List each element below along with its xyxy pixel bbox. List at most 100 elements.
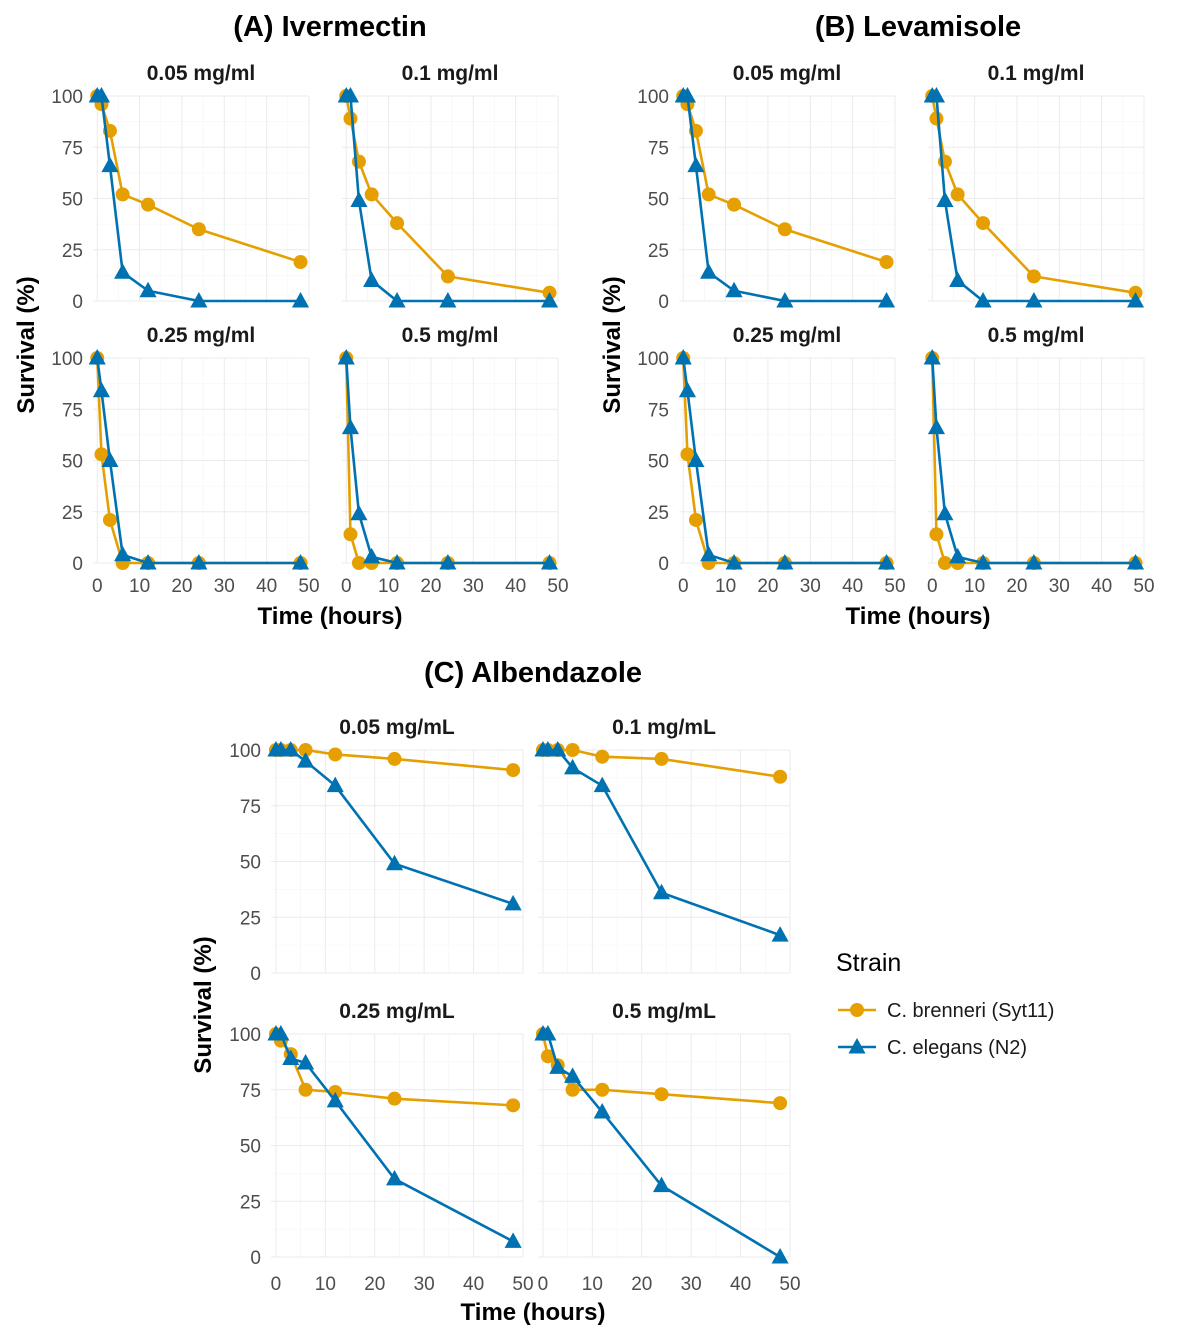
- y-tick-label: 0: [250, 1248, 261, 1269]
- data-point: [293, 255, 308, 270]
- data-point: [565, 1082, 580, 1097]
- data-point: [923, 349, 941, 365]
- data-point: [1126, 554, 1145, 570]
- data-point: [727, 197, 742, 212]
- data-point: [351, 556, 366, 570]
- data-point: [773, 1096, 788, 1111]
- data-point: [94, 447, 109, 462]
- data-point: [771, 926, 789, 942]
- data-point: [363, 271, 381, 287]
- facet-title: 0.25 mg/ml: [733, 324, 842, 347]
- data-point: [564, 1067, 582, 1083]
- data-point: [654, 1087, 669, 1102]
- legend: Strain C. brenneri (Syt11) C. elegans (N2): [836, 949, 1054, 1059]
- y-tick-label: 25: [648, 503, 669, 524]
- data-point: [115, 187, 130, 202]
- y-tick-label: 100: [229, 1025, 261, 1046]
- legend-label: C. elegans (N2): [887, 1037, 1027, 1059]
- data-point: [595, 749, 610, 764]
- x-tick-label: 30: [1049, 576, 1070, 597]
- y-axis-title: Survival (%): [599, 276, 626, 413]
- data-point: [549, 1058, 567, 1074]
- data-point: [504, 1232, 522, 1248]
- y-tick-label: 100: [51, 87, 83, 108]
- facet-panel: 0.1 mg/mL: [534, 716, 791, 974]
- legend-title: Strain: [836, 949, 901, 977]
- x-tick-label: 10: [715, 576, 736, 597]
- data-point: [506, 1098, 521, 1113]
- data-point: [1025, 292, 1043, 308]
- data-point: [298, 743, 313, 757]
- y-tick-label: 0: [250, 964, 261, 985]
- x-tick-label: 40: [463, 1274, 484, 1295]
- x-tick-label: 50: [779, 1274, 800, 1295]
- series-elegans: [534, 741, 789, 942]
- y-tick-label: 50: [240, 1137, 261, 1158]
- y-tick-label: 50: [648, 190, 669, 211]
- x-tick-label: 40: [1091, 576, 1112, 597]
- series-brenneri: [339, 89, 557, 300]
- data-point: [326, 1091, 344, 1108]
- x-tick-label: 10: [378, 576, 399, 597]
- data-point: [92, 381, 111, 398]
- data-point: [390, 216, 405, 231]
- facet-panel: 0.5 mg/mL 0 10 20 30 40 50: [534, 1000, 801, 1295]
- data-point: [385, 1169, 404, 1186]
- data-point: [114, 263, 132, 279]
- data-point: [700, 545, 718, 562]
- y-axis-title: Survival (%): [13, 276, 40, 413]
- y-tick-label: 75: [62, 400, 83, 421]
- data-point: [927, 418, 946, 435]
- facet-panel: 0.1 mg/ml: [337, 62, 559, 308]
- data-point: [1025, 554, 1043, 570]
- data-point: [929, 527, 944, 542]
- x-tick-label: 10: [315, 1274, 336, 1295]
- x-tick-label: 30: [214, 576, 235, 597]
- facet-panel: 0.1 mg/ml: [923, 62, 1145, 308]
- y-tick-label: 75: [240, 797, 261, 818]
- data-point: [652, 883, 671, 900]
- series-brenneri: [676, 89, 894, 270]
- y-tick-label: 0: [658, 554, 669, 575]
- data-point: [927, 87, 946, 103]
- y-tick-label: 0: [72, 554, 83, 575]
- data-point: [725, 281, 743, 298]
- x-tick-label: 0: [92, 576, 103, 597]
- data-point: [929, 111, 944, 126]
- data-point: [777, 222, 792, 237]
- x-tick-label: 20: [631, 1274, 652, 1295]
- data-point: [1126, 292, 1145, 308]
- facet-panel: 0.5 mg/ml 0 10 20 30 40 50: [337, 324, 569, 597]
- facet-title: 0.1 mg/mL: [612, 716, 716, 739]
- data-point: [678, 381, 697, 398]
- x-tick-label: 40: [730, 1274, 751, 1295]
- data-point: [773, 769, 788, 784]
- data-point: [593, 776, 611, 793]
- data-point: [974, 554, 992, 570]
- x-tick-label: 30: [681, 1274, 702, 1295]
- data-point: [565, 743, 580, 757]
- x-tick-label: 50: [1133, 576, 1154, 597]
- y-tick-label: 0: [658, 292, 669, 313]
- data-point: [139, 281, 157, 298]
- series-brenneri: [925, 89, 1143, 300]
- x-tick-label: 50: [547, 576, 568, 597]
- data-point: [776, 554, 794, 570]
- data-point: [564, 758, 582, 775]
- data-point: [388, 554, 406, 570]
- data-point: [771, 1248, 789, 1264]
- facet-panel: 0.05 mg/ml 0 25 50 75 100: [51, 62, 310, 313]
- y-tick-label: 100: [637, 349, 669, 370]
- data-point: [949, 547, 967, 564]
- data-point: [343, 111, 358, 126]
- circle-icon: [850, 1003, 864, 1017]
- y-tick-label: 25: [62, 503, 83, 524]
- series-elegans: [337, 349, 559, 570]
- data-point: [351, 154, 366, 169]
- series-elegans: [923, 87, 1145, 308]
- series-elegans: [88, 87, 310, 308]
- facet-title: 0.5 mg/ml: [402, 324, 499, 347]
- facet-title: 0.05 mg/ml: [147, 62, 256, 85]
- data-point: [549, 741, 567, 757]
- facet-title: 0.5 mg/mL: [612, 1000, 716, 1023]
